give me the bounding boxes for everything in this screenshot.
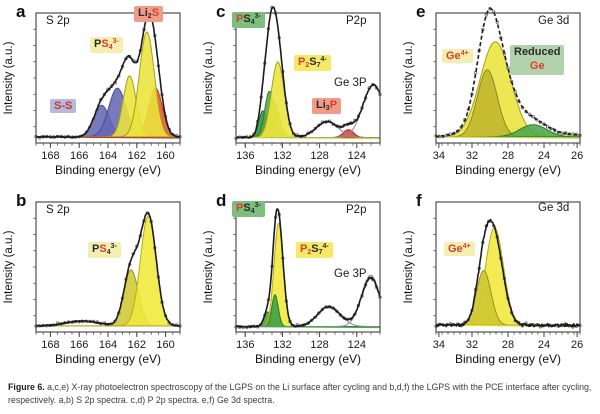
baseline-line <box>435 136 581 139</box>
y-axis-label: Intensity (a.u.) <box>203 41 215 114</box>
d-ps43-label: PS43- <box>232 201 265 217</box>
x-tick-label: 32 <box>466 150 478 162</box>
x-tick-label: 164 <box>99 339 117 351</box>
spectrum-plot-f: 34 32 28 24 26 Binding energy (eV) Intensity (… <box>403 201 583 366</box>
x-tick-label: 162 <box>128 339 146 351</box>
panel-letter-c: c <box>216 2 226 21</box>
x-tick-label: 132 <box>273 339 291 351</box>
f-species-label: Ge 3d <box>538 202 570 214</box>
panel-letter-b: b <box>16 191 27 210</box>
x-axis-label: Binding energy (eV) <box>255 163 361 177</box>
y-axis-label: Intensity (a.u.) <box>203 230 215 303</box>
panel-letter-a: a <box>16 2 26 21</box>
y-axis-label: Intensity (a.u.) <box>403 230 415 303</box>
x-tick-label: 132 <box>273 150 291 162</box>
panel-f: 34 32 28 24 26 Binding energy (eV) Intensity (… <box>400 191 600 381</box>
x-tick-label: 136 <box>236 339 254 351</box>
x-tick-label: 128 <box>310 150 328 162</box>
x-tick-label: 28 <box>502 150 514 162</box>
x-tick-label: 168 <box>41 150 59 162</box>
x-tick-label: 26 <box>571 339 583 351</box>
c-ps43-label: PS43- <box>232 12 265 28</box>
spectrum-plot-e: 34 32 28 24 26 Binding energy (eV) Intensity (… <box>403 6 583 177</box>
c-species-label: P2p <box>346 15 367 27</box>
e-species-label: Ge 3d <box>538 15 570 27</box>
a-li2s-label: Li2S <box>134 6 164 22</box>
component-line-ge3p-hump2 <box>236 274 381 327</box>
x-axis-label: Binding energy (eV) <box>255 352 361 366</box>
panel-d: 136 132 128 124 Binding energy (eV) Intensity… <box>200 191 400 381</box>
x-axis-label: Binding energy (eV) <box>55 352 161 366</box>
x-tick-label: 160 <box>156 150 174 162</box>
x-tick-label: 24 <box>538 339 550 351</box>
a-ps43-label: PS43- <box>90 37 123 53</box>
x-axis-label: Binding energy (eV) <box>455 352 561 366</box>
d-ge3p-label: Ge 3P <box>334 268 367 280</box>
x-axis-label: Binding energy (eV) <box>55 163 161 177</box>
y-axis-label: Intensity (a.u.) <box>3 230 15 303</box>
envelope-curve <box>235 208 381 328</box>
y-axis-label: Intensity (a.u.) <box>403 41 415 114</box>
panel-e: 34 32 28 24 26 Binding energy (eV) Intensity (… <box>400 2 600 192</box>
x-tick-label: 32 <box>466 339 478 351</box>
data-marker <box>309 318 314 323</box>
x-tick-label: 168 <box>41 339 59 351</box>
data-marker <box>549 127 553 131</box>
baseline-line <box>235 136 381 140</box>
x-tick-label: 166 <box>70 150 88 162</box>
x-tick-label: 124 <box>348 339 366 351</box>
x-axis-label: Binding energy (eV) <box>455 163 561 177</box>
c-p2s74-label: P2S74- <box>294 55 331 71</box>
panel-letter-e: e <box>416 2 426 21</box>
x-tick-label: 124 <box>348 150 366 162</box>
d-species-label: P2p <box>346 204 367 216</box>
x-tick-label: 34 <box>433 339 445 351</box>
panel-a: 168 166 164 162 160 Binding energy (eV) Intens… <box>0 2 200 192</box>
envelope-curve <box>35 12 181 139</box>
c-li3p-label: Li3P <box>312 98 342 114</box>
e-ge4-label: Ge4+ <box>442 49 473 64</box>
a-s-s-label: S-S <box>50 99 77 114</box>
c-ge3p-label: Ge 3P <box>334 77 367 89</box>
panel-b: 168 166 164 162 160 Binding energy (eV) Intens… <box>0 191 200 381</box>
x-tick-label: 166 <box>70 339 88 351</box>
baseline-line <box>235 325 381 329</box>
caption-text: a,c,e) X-ray photoelectron spectroscopy … <box>8 382 592 406</box>
panel-c: 136 132 128 124 Binding energy (eV) Intensity… <box>200 2 400 192</box>
b-ps43-label: PS43- <box>88 242 121 258</box>
f-ge4-label: Ge4+ <box>444 242 475 257</box>
data-marker <box>320 307 325 312</box>
envelope-curve <box>35 211 181 328</box>
x-tick-label: 26 <box>571 150 583 162</box>
x-tick-label: 136 <box>236 150 254 162</box>
panel-letter-d: d <box>216 191 227 210</box>
x-tick-label: 160 <box>156 339 174 351</box>
caption-label: Figure 6. <box>8 382 45 392</box>
a-species-label: S 2p <box>46 15 70 27</box>
x-tick-label: 34 <box>433 150 445 162</box>
envelope-curve <box>435 218 581 328</box>
y-axis-label: Intensity (a.u.) <box>3 41 15 114</box>
x-tick-label: 24 <box>538 150 550 162</box>
x-tick-label: 128 <box>310 339 328 351</box>
e-reduced-ge-label: Reduced Ge <box>510 45 565 75</box>
x-tick-label: 164 <box>99 150 117 162</box>
d-p2s74-label: P2S74- <box>296 242 333 258</box>
plot-frame <box>235 201 381 333</box>
figure-caption: Figure 6. a,c,e) X-ray photoelectron spe… <box>8 381 594 407</box>
b-species-label: S 2p <box>46 204 70 216</box>
panel-letter-f: f <box>416 191 422 210</box>
envelope-curve <box>235 6 381 139</box>
x-tick-label: 28 <box>502 339 514 351</box>
x-tick-label: 162 <box>128 150 146 162</box>
